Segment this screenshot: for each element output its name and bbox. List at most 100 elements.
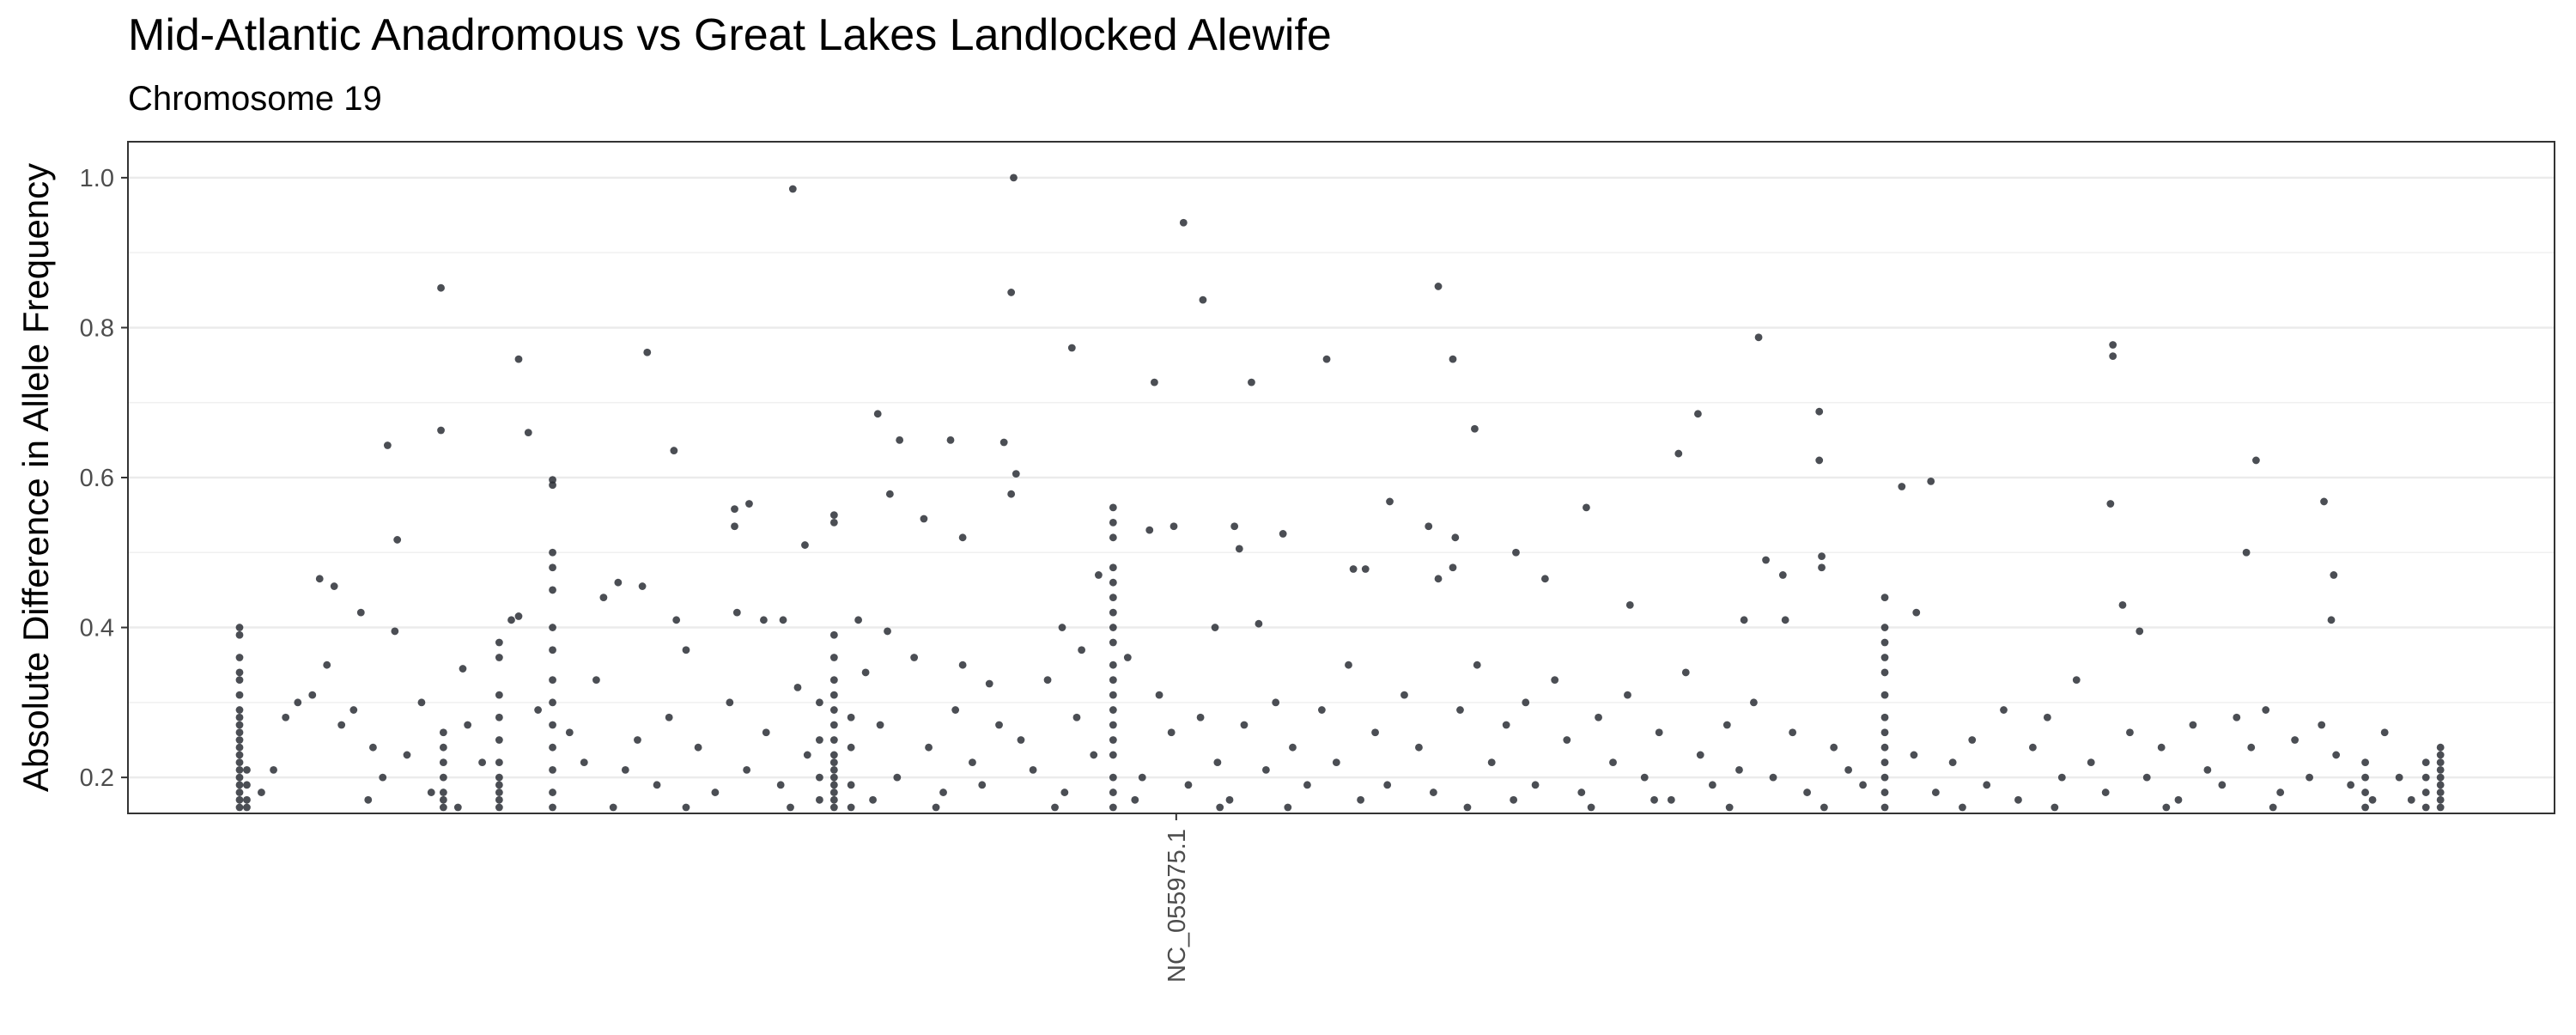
point [437,283,445,292]
point [549,698,556,707]
point [2276,788,2285,796]
chart-title: Mid-Atlantic Anadromous vs Great Lakes L… [128,10,1332,60]
point [787,803,794,812]
y-axis-label: Absolute Difference in Allele Frequency [15,163,56,792]
point [1109,773,1117,782]
point [549,743,556,752]
point [235,795,244,804]
point [427,788,435,796]
point [2436,765,2445,774]
point [235,803,244,812]
point [243,765,251,774]
point [507,616,515,624]
point [760,616,768,624]
point [1131,795,1139,804]
point [1284,803,1292,812]
point [829,721,838,729]
point [1138,773,1146,782]
point [235,736,244,744]
point [1415,743,1423,752]
point [1880,803,1889,812]
point [495,713,503,721]
point [1240,721,1249,729]
point [621,765,629,774]
point [2247,743,2256,752]
point [1213,758,1222,767]
point [1512,548,1520,557]
point [1551,676,1559,685]
point [495,638,503,647]
point [1587,803,1595,812]
point [2162,803,2171,812]
point [1109,503,1117,512]
point [495,736,503,744]
point [2118,600,2127,609]
point [2029,743,2037,752]
point [884,627,891,636]
point [1090,751,1098,759]
point [829,706,838,714]
point [1563,736,1571,744]
point [1696,751,1704,759]
point [1750,698,1758,707]
point [495,773,503,782]
point [1583,503,1590,512]
point [549,624,556,631]
point [1968,736,1977,744]
point [270,765,277,774]
point [2395,773,2403,782]
point [2407,795,2415,804]
point [861,668,870,677]
point [893,773,902,782]
point [549,563,556,572]
point [1762,556,1770,564]
point [1650,795,1658,804]
point [330,582,338,590]
point [1754,333,1763,342]
point [829,511,838,520]
point [514,612,523,620]
point [1400,691,1408,699]
point [1880,788,1889,796]
point [1230,522,1239,531]
point [1255,619,1263,628]
point [1778,571,1787,579]
point [1803,788,1811,796]
point [2189,721,2197,729]
point [1927,477,1935,485]
point [1109,803,1117,812]
point [1880,743,1889,752]
point [2262,706,2270,714]
y-tick-label: 0.8 [80,314,114,342]
point [1322,355,1331,363]
point [829,654,838,661]
point [816,773,823,782]
point [801,541,809,549]
point [1502,721,1510,729]
point [1029,765,1037,774]
point [235,713,244,721]
panel-border [127,141,2555,814]
point [549,788,556,796]
point [1456,706,1464,714]
point [829,781,838,789]
point [1880,638,1889,647]
point [682,646,690,654]
point [235,706,244,714]
point [969,758,976,767]
point [614,578,623,587]
point [2174,795,2183,804]
point [1844,765,1853,774]
point [1109,691,1117,699]
point [534,706,542,714]
point [2291,736,2300,744]
point [1235,545,1243,553]
point [999,438,1008,447]
point [1317,706,1326,714]
point [1880,773,1889,782]
point [2361,758,2369,767]
y-tick-label: 0.4 [80,615,114,642]
point [885,490,894,498]
